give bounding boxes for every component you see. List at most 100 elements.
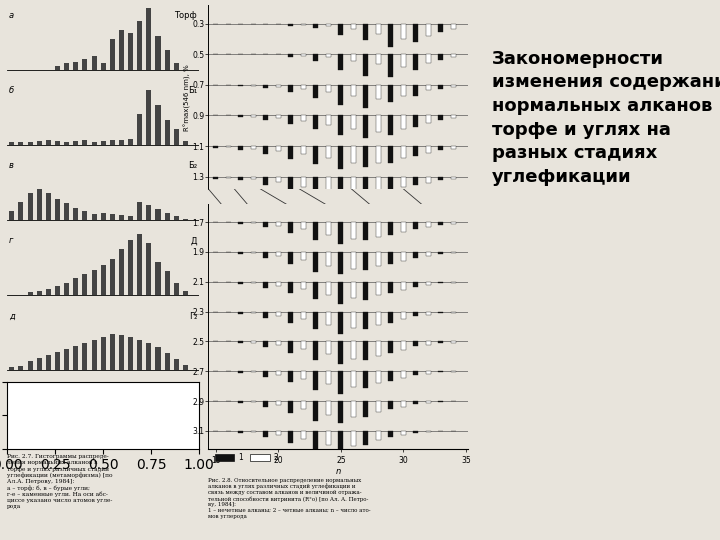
- Bar: [351, 282, 356, 298]
- Bar: [82, 140, 87, 145]
- Bar: [109, 214, 114, 220]
- Bar: [351, 177, 356, 194]
- Bar: [82, 343, 87, 370]
- Bar: [165, 50, 170, 70]
- Bar: [338, 222, 343, 245]
- Bar: [376, 282, 381, 295]
- Bar: [426, 177, 431, 183]
- Bar: [238, 401, 243, 403]
- Bar: [27, 361, 32, 370]
- Bar: [64, 203, 69, 220]
- Bar: [109, 443, 114, 445]
- Bar: [238, 146, 243, 150]
- Bar: [238, 222, 243, 224]
- Bar: [413, 371, 418, 375]
- Bar: [19, 366, 24, 370]
- Bar: [64, 63, 69, 70]
- Bar: [451, 252, 456, 253]
- Bar: [313, 312, 318, 329]
- Bar: [426, 282, 431, 285]
- Bar: [438, 401, 444, 402]
- Bar: [326, 252, 330, 266]
- Bar: [451, 222, 456, 224]
- Bar: [413, 252, 418, 258]
- Bar: [413, 146, 418, 156]
- Bar: [301, 252, 306, 260]
- Bar: [389, 252, 393, 264]
- Bar: [426, 146, 431, 153]
- Bar: [351, 116, 356, 129]
- Bar: [376, 341, 381, 356]
- Bar: [264, 85, 268, 88]
- Bar: [401, 85, 405, 96]
- Bar: [251, 282, 256, 283]
- Bar: [338, 85, 343, 105]
- Bar: [438, 177, 444, 180]
- Bar: [156, 209, 161, 220]
- Bar: [19, 143, 24, 145]
- Bar: [264, 431, 268, 437]
- Bar: [109, 39, 114, 70]
- Bar: [55, 286, 60, 295]
- Bar: [376, 55, 381, 64]
- Bar: [289, 55, 293, 57]
- Bar: [389, 146, 393, 163]
- Bar: [264, 177, 268, 185]
- Text: Торф: Торф: [174, 11, 197, 20]
- Bar: [37, 190, 42, 220]
- Bar: [238, 85, 243, 86]
- Bar: [165, 271, 170, 295]
- Bar: [276, 282, 281, 286]
- Bar: [401, 24, 405, 39]
- Bar: [101, 337, 106, 370]
- Bar: [451, 146, 456, 149]
- Bar: [165, 120, 170, 145]
- Bar: [46, 355, 51, 370]
- Bar: [251, 252, 256, 253]
- Bar: [326, 312, 330, 325]
- Bar: [276, 431, 281, 435]
- Bar: [301, 116, 306, 121]
- Bar: [238, 177, 243, 180]
- Bar: [326, 341, 330, 354]
- Bar: [451, 24, 456, 29]
- X-axis label: n: n: [336, 467, 341, 476]
- Bar: [313, 116, 318, 129]
- Bar: [376, 312, 381, 325]
- Bar: [82, 432, 87, 445]
- Bar: [238, 341, 243, 343]
- Bar: [264, 371, 268, 376]
- Bar: [413, 341, 418, 346]
- Bar: [9, 211, 14, 220]
- Bar: [438, 341, 444, 343]
- Bar: [313, 431, 318, 450]
- Bar: [238, 252, 243, 254]
- Bar: [364, 401, 368, 417]
- Bar: [351, 222, 356, 239]
- Bar: [27, 193, 32, 220]
- Bar: [364, 312, 368, 329]
- Bar: [264, 341, 268, 347]
- Bar: [351, 431, 356, 446]
- Bar: [351, 401, 356, 417]
- Bar: [156, 262, 161, 295]
- Bar: [55, 141, 60, 145]
- Bar: [119, 249, 124, 295]
- Bar: [364, 85, 368, 108]
- Bar: [438, 222, 444, 225]
- Bar: [313, 371, 318, 390]
- Bar: [91, 435, 96, 446]
- Bar: [289, 146, 293, 159]
- Bar: [364, 282, 368, 300]
- Bar: [376, 177, 381, 191]
- Bar: [376, 146, 381, 163]
- Bar: [364, 341, 368, 360]
- Bar: [276, 177, 281, 183]
- Bar: [301, 85, 306, 89]
- Bar: [289, 222, 293, 233]
- Bar: [183, 291, 188, 295]
- Bar: [238, 116, 243, 117]
- Bar: [313, 24, 318, 28]
- Bar: [338, 24, 343, 35]
- Bar: [174, 130, 179, 145]
